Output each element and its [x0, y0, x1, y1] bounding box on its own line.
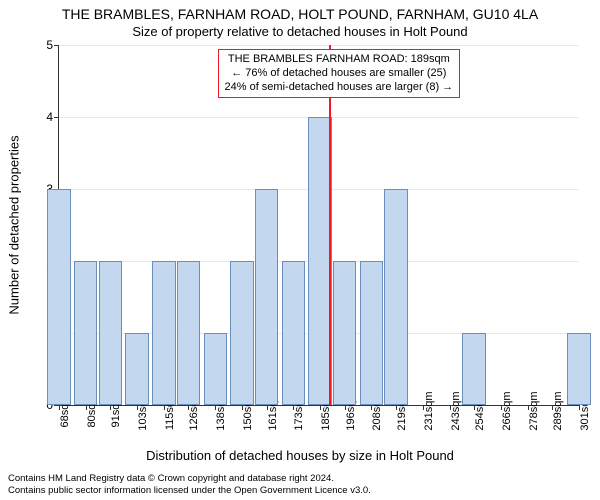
- annotation-line: 24% of semi-detached houses are larger (…: [225, 81, 454, 95]
- bar: [125, 333, 148, 405]
- bar: [99, 261, 122, 405]
- bar: [333, 261, 356, 405]
- bar: [152, 261, 175, 405]
- annotation-line: ← 76% of detached houses are smaller (25…: [225, 67, 454, 81]
- annotation-line: THE BRAMBLES FARNHAM ROAD: 189sqm: [225, 53, 454, 67]
- bar: [47, 189, 70, 405]
- footer-attribution: Contains HM Land Registry data © Crown c…: [8, 473, 371, 496]
- annotation-box: THE BRAMBLES FARNHAM ROAD: 189sqm← 76% o…: [218, 49, 461, 98]
- y-tick-label: 4: [46, 110, 53, 124]
- y-tick-mark: [54, 117, 59, 118]
- gridline: [59, 45, 579, 46]
- x-tick-label: 278sqm: [528, 391, 540, 430]
- bar: [230, 261, 253, 405]
- bar: [74, 261, 97, 405]
- bar: [360, 261, 383, 405]
- bar: [282, 261, 305, 405]
- bar: [255, 189, 278, 405]
- y-tick-mark: [54, 45, 59, 46]
- x-tick-label: 266sqm: [501, 391, 513, 430]
- bar: [462, 333, 485, 405]
- x-tick-label: 231sqm: [423, 391, 435, 430]
- reference-line: [329, 45, 331, 405]
- x-tick-label: 243sqm: [450, 391, 462, 430]
- chart-title-sub: Size of property relative to detached ho…: [0, 24, 600, 39]
- x-tick-label: 289sqm: [552, 391, 564, 430]
- bar: [567, 333, 590, 405]
- footer-line-1: Contains HM Land Registry data © Crown c…: [8, 473, 371, 484]
- bar: [177, 261, 200, 405]
- bar: [204, 333, 227, 405]
- plot-area: 01234568sqm80sqm91sqm103sqm115sqm126sqm1…: [58, 45, 579, 406]
- x-axis-label: Distribution of detached houses by size …: [0, 448, 600, 463]
- y-axis-label: Number of detached properties: [7, 135, 22, 314]
- footer-line-2: Contains public sector information licen…: [8, 485, 371, 496]
- y-tick-label: 5: [46, 38, 53, 52]
- bar: [384, 189, 407, 405]
- chart-title-main: THE BRAMBLES, FARNHAM ROAD, HOLT POUND, …: [0, 6, 600, 22]
